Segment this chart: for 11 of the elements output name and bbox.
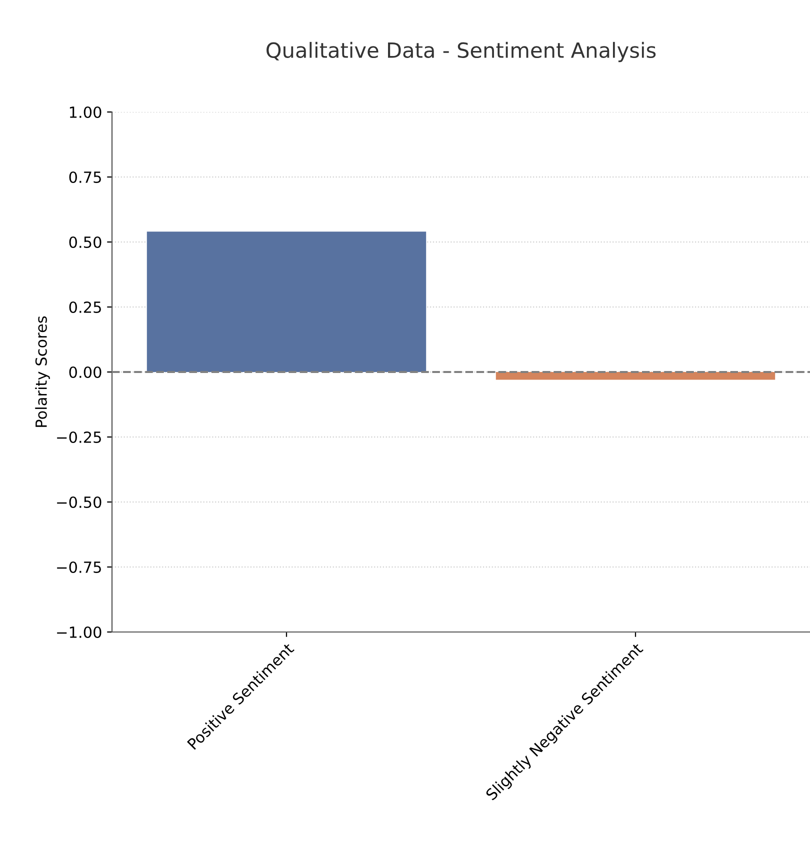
y-tick-label: 0.50 (69, 236, 102, 248)
chart-title: Qualitative Data - Sentiment Analysis (266, 42, 656, 62)
y-tick-label: −1.00 (57, 626, 102, 638)
y-tick-label: 0.75 (69, 171, 101, 184)
y-tick-label: 0.00 (69, 366, 102, 378)
y-tick-label: 0.25 (69, 301, 101, 314)
y-tick-label: −0.50 (57, 496, 102, 508)
y-tick-label: 1.00 (70, 106, 102, 118)
y-tick-label: −0.25 (57, 431, 101, 444)
y-axis-title: Polarity Scores (35, 316, 50, 427)
y-tick-label: −0.75 (57, 561, 101, 574)
